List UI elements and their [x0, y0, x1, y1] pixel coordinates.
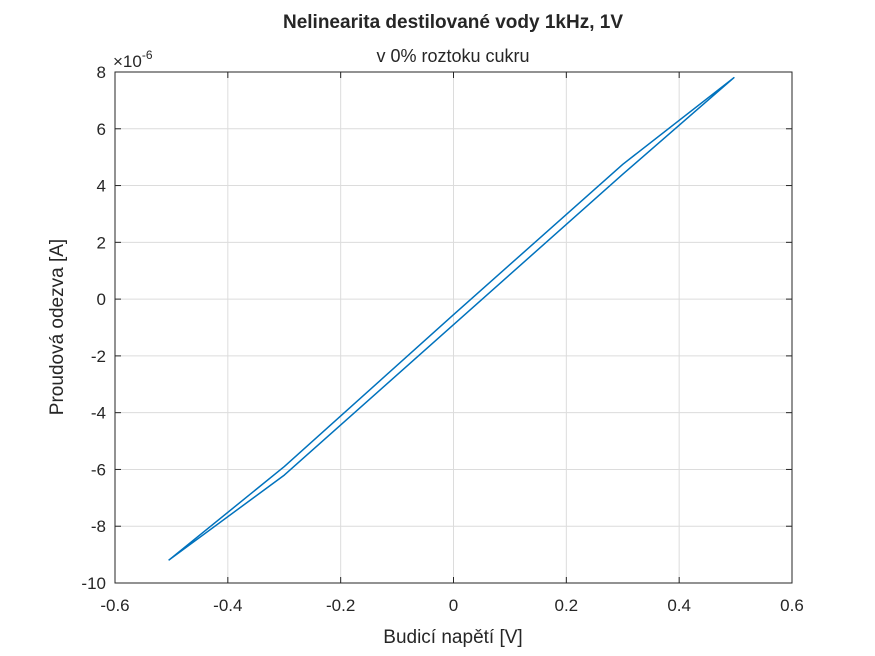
- series-line: [168, 76, 735, 561]
- y-exponent-label: ×10-6: [113, 48, 153, 71]
- y-tick-label: -10: [81, 574, 106, 593]
- x-tick-label: -0.6: [100, 596, 129, 615]
- ticks: [114, 71, 793, 584]
- y-axis-label: Proudová odezva [A]: [47, 239, 68, 415]
- x-tick-label: -0.4: [213, 596, 242, 615]
- y-tick-label: -2: [91, 347, 106, 366]
- y-tick-label: 2: [97, 233, 106, 252]
- y-tick-label: -6: [91, 460, 106, 479]
- y-exponent-power: -6: [142, 48, 153, 62]
- series-group: [168, 76, 735, 561]
- y-tick-label: 0: [97, 290, 106, 309]
- x-axis-label: Budicí napětí [V]: [383, 627, 522, 648]
- x-tick-label: 0.6: [780, 596, 804, 615]
- y-tick-label: -4: [91, 404, 106, 423]
- x-tick-label: 0: [449, 596, 458, 615]
- y-exponent-base: ×10: [113, 52, 142, 71]
- y-tick-label: -8: [91, 517, 106, 536]
- y-tick-label: 8: [97, 63, 106, 82]
- y-tick-labels: -10 -8 -6 -4 -2 0 2 4 6 8: [81, 63, 106, 593]
- x-tick-label: -0.2: [326, 596, 355, 615]
- x-tick-labels: -0.6 -0.4 -0.2 0 0.2 0.4 0.6: [100, 596, 803, 615]
- y-tick-label: 6: [97, 120, 106, 139]
- x-tick-label: 0.4: [667, 596, 691, 615]
- x-tick-label: 0.2: [555, 596, 579, 615]
- y-tick-label: 4: [97, 177, 106, 196]
- chart-subtitle: v 0% roztoku cukru: [376, 46, 529, 66]
- chart-title: Nelinearita destilované vody 1kHz, 1V: [283, 12, 623, 33]
